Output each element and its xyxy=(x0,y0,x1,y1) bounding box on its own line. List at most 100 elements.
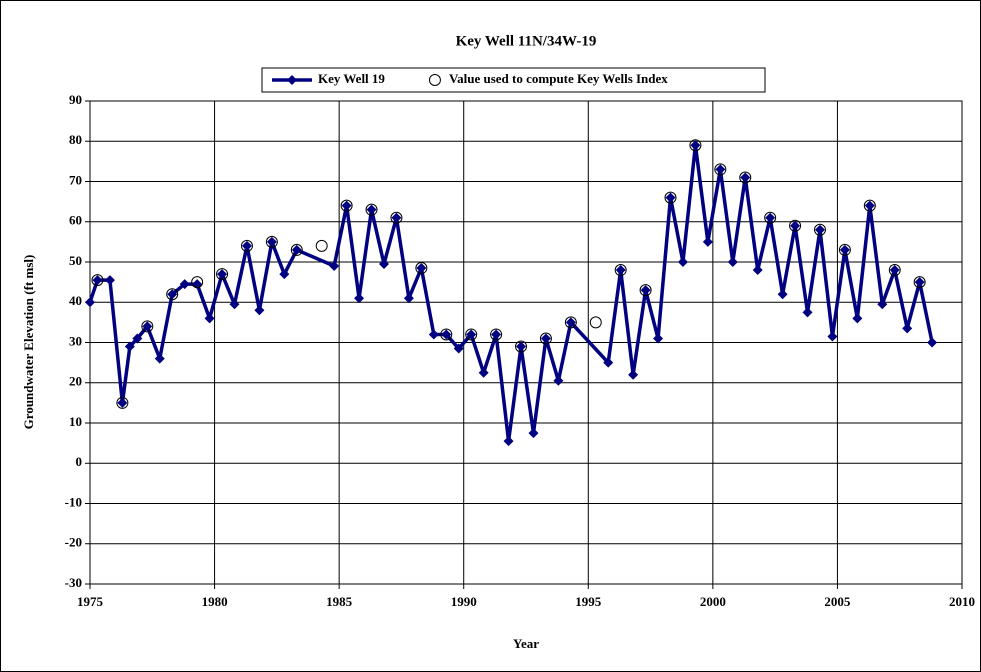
point xyxy=(690,140,701,151)
point xyxy=(902,323,913,334)
point xyxy=(827,331,838,342)
point xyxy=(765,212,776,223)
point xyxy=(428,329,439,340)
point xyxy=(279,269,290,280)
y-tick-label: 50 xyxy=(69,253,82,268)
x-tick-label: 1985 xyxy=(326,594,353,609)
point xyxy=(340,199,353,212)
point xyxy=(764,211,777,224)
point xyxy=(539,332,552,345)
point xyxy=(265,235,278,248)
point xyxy=(889,265,900,276)
point xyxy=(354,293,365,304)
point xyxy=(852,313,863,324)
point xyxy=(141,320,154,333)
point xyxy=(92,275,103,286)
point xyxy=(179,279,190,290)
x-tick-label: 2005 xyxy=(824,594,851,609)
point xyxy=(603,357,614,368)
point xyxy=(540,333,551,344)
x-tick-label: 2000 xyxy=(700,594,726,609)
point xyxy=(240,239,253,252)
point xyxy=(752,265,763,276)
y-tick-label: 60 xyxy=(69,213,82,228)
point xyxy=(640,285,651,296)
point xyxy=(914,277,925,288)
legend-label: Key Well 19 xyxy=(318,71,385,86)
point xyxy=(315,239,328,252)
point xyxy=(403,293,414,304)
point xyxy=(290,243,303,256)
point xyxy=(229,299,240,310)
y-tick-label: 70 xyxy=(69,172,82,187)
point xyxy=(216,268,229,281)
point xyxy=(813,223,826,236)
point xyxy=(528,428,539,439)
x-axis-label: Year xyxy=(513,636,539,651)
point xyxy=(715,164,726,175)
point xyxy=(217,269,228,280)
y-tick-label: 20 xyxy=(69,374,82,389)
point xyxy=(116,396,129,409)
point xyxy=(465,328,478,341)
point xyxy=(241,240,252,251)
y-tick-label: 30 xyxy=(69,333,82,348)
point xyxy=(714,163,727,176)
point xyxy=(441,329,452,340)
y-tick-label: 0 xyxy=(76,454,83,469)
point xyxy=(191,276,204,289)
point xyxy=(639,284,652,297)
y-tick-label: -10 xyxy=(65,494,82,509)
point xyxy=(839,244,850,255)
point xyxy=(466,329,477,340)
point xyxy=(415,262,428,275)
point xyxy=(628,369,639,380)
point xyxy=(490,328,503,341)
point xyxy=(927,337,938,348)
point xyxy=(777,289,788,300)
y-tick-label: 10 xyxy=(69,414,82,429)
point xyxy=(614,264,627,277)
point xyxy=(291,244,302,255)
point xyxy=(166,288,179,301)
chart-title: Key Well 11N/34W-19 xyxy=(456,33,597,49)
point xyxy=(391,212,402,223)
y-tick-label: -30 xyxy=(65,575,82,590)
point xyxy=(104,275,115,286)
point xyxy=(91,274,104,287)
point xyxy=(341,200,352,211)
y-axis-label: Groundwater Elevation (ft msl) xyxy=(21,255,36,430)
point xyxy=(378,259,389,270)
point xyxy=(727,257,738,267)
y-tick-label: -20 xyxy=(65,535,82,550)
legend-box xyxy=(261,67,766,93)
point xyxy=(564,316,577,329)
point xyxy=(390,211,403,224)
point xyxy=(516,341,527,352)
y-tick-label: 90 xyxy=(69,92,82,107)
point xyxy=(877,299,888,310)
point xyxy=(802,307,813,318)
point xyxy=(653,333,664,344)
point xyxy=(553,375,564,386)
point xyxy=(366,204,377,215)
point xyxy=(702,236,713,247)
point xyxy=(838,243,851,256)
point xyxy=(665,192,676,203)
x-tick-label: 1980 xyxy=(202,594,228,609)
point xyxy=(740,172,751,183)
series-line xyxy=(88,143,934,443)
point xyxy=(863,199,876,212)
point xyxy=(453,343,464,354)
point xyxy=(689,139,702,152)
point xyxy=(565,317,576,328)
legend-swatch xyxy=(287,75,297,85)
point xyxy=(677,257,688,267)
point xyxy=(515,340,528,353)
point xyxy=(615,265,626,276)
point xyxy=(739,171,752,184)
point xyxy=(790,220,801,231)
legend-label: Value used to compute Key Wells Index xyxy=(449,71,668,86)
point xyxy=(888,264,901,277)
